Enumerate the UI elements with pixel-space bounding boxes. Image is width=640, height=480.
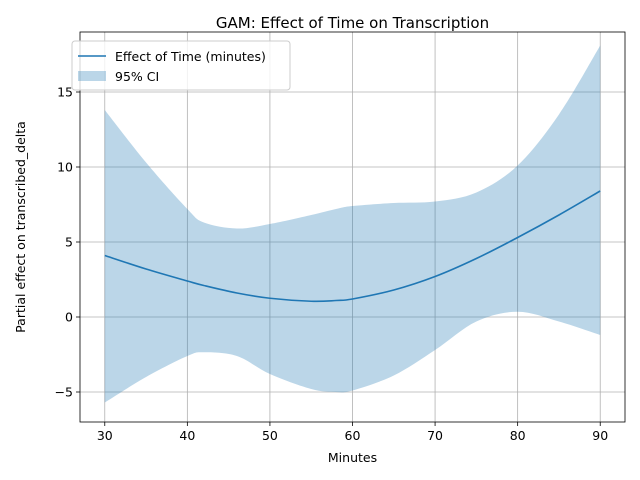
y-tick-label--5: −5 xyxy=(55,385,73,400)
x-tick-label-70: 70 xyxy=(427,428,443,443)
x-tick-label-40: 40 xyxy=(179,428,195,443)
y-tick-label-15: 15 xyxy=(57,85,73,100)
x-tick-label-30: 30 xyxy=(97,428,113,443)
x-tick-label-60: 60 xyxy=(345,428,361,443)
legend-entry-ci: 95% CI xyxy=(115,69,159,84)
legend-entry-effect: Effect of Time (minutes) xyxy=(115,49,266,64)
x-tick-label-80: 80 xyxy=(510,428,526,443)
legend-band-swatch xyxy=(78,71,106,81)
grid-lines xyxy=(80,32,625,422)
legend: Effect of Time (minutes) 95% CI xyxy=(71,40,291,91)
x-tick-label-50: 50 xyxy=(262,428,278,443)
y-tick-label-0: 0 xyxy=(65,310,73,325)
x-tick-label-90: 90 xyxy=(592,428,608,443)
y-axis: −5 0 5 10 15 xyxy=(55,85,80,400)
chart-title: GAM: Effect of Time on Transcription xyxy=(216,14,489,32)
confidence-interval-band xyxy=(104,45,601,403)
y-tick-label-5: 5 xyxy=(65,235,73,250)
x-axis: 30 40 50 60 70 80 90 xyxy=(97,422,608,443)
y-tick-label-10: 10 xyxy=(57,160,73,175)
legend-box xyxy=(71,40,291,91)
effect-line xyxy=(104,190,601,303)
x-axis-label: Minutes xyxy=(328,450,377,465)
y-axis-label: Partial effect on transcribed_delta xyxy=(13,121,28,333)
